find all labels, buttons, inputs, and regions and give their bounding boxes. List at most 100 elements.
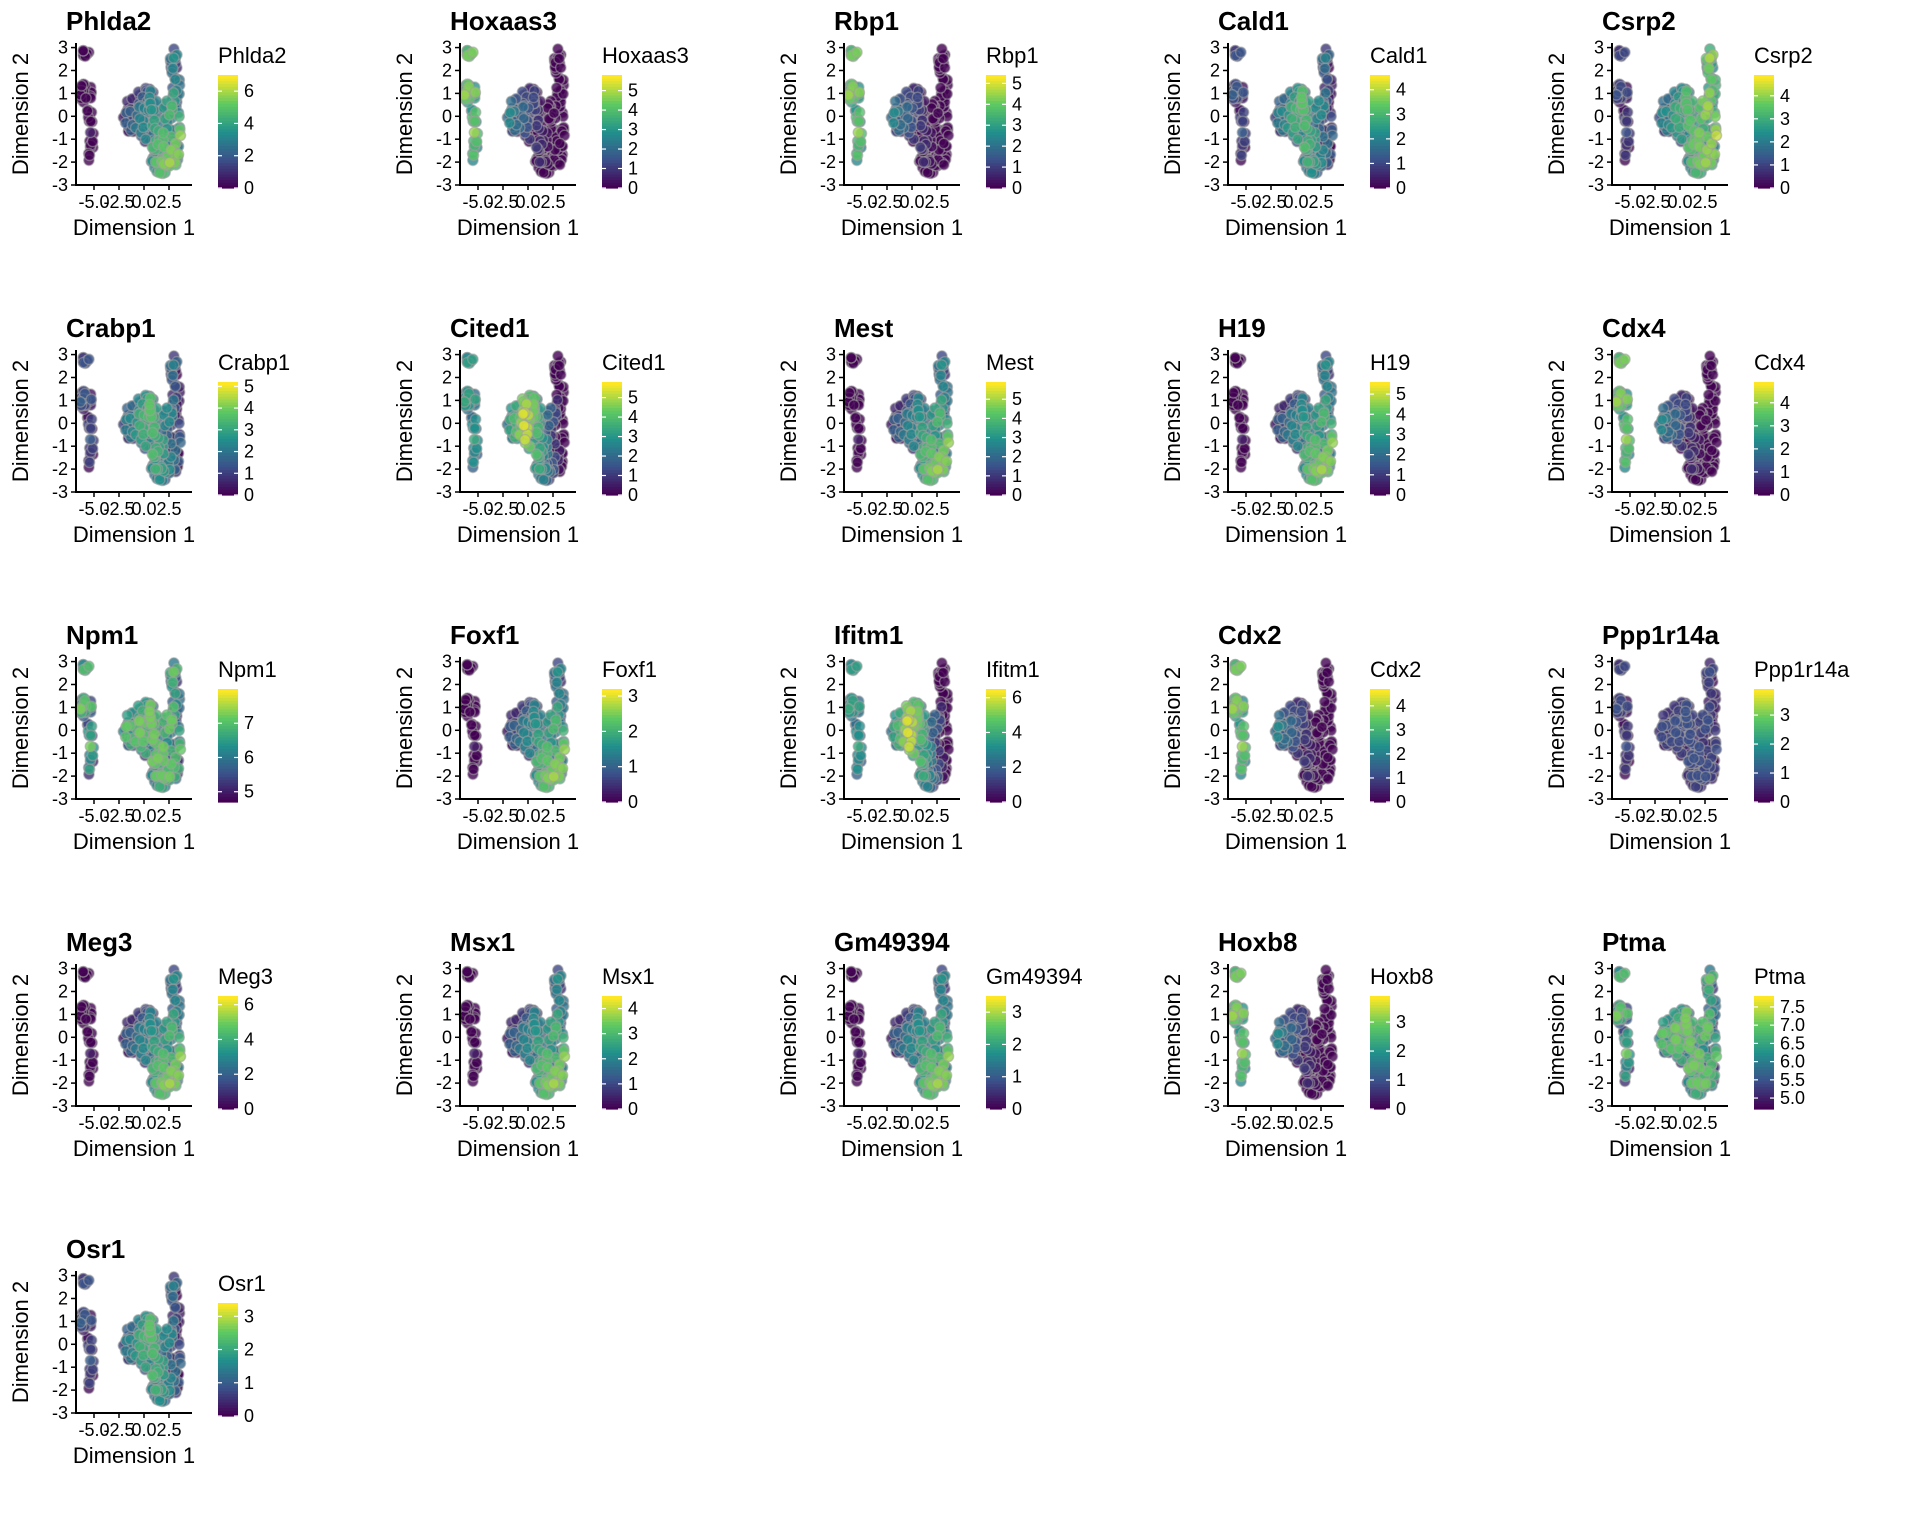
scatter-point bbox=[1685, 463, 1698, 475]
legend-tick-label: 3 bbox=[1012, 115, 1022, 135]
x-axis-title: Dimension 1 bbox=[73, 215, 195, 240]
legend-gradient-segment bbox=[218, 739, 238, 744]
legend-gradient-segment bbox=[218, 139, 238, 144]
scatter-point bbox=[84, 422, 97, 435]
x-tick-label: -5.0 bbox=[78, 806, 109, 826]
scatter-point bbox=[143, 398, 156, 411]
x-axis-title: Dimension 1 bbox=[457, 522, 579, 547]
scatter-point bbox=[935, 359, 948, 371]
legend-gradient-segment bbox=[986, 458, 1006, 462]
facet-panel: Cited1 -3 -2 -1 0 1 2 3 -5.0 -2.5 0.0 2.5 Dimension … bbox=[384, 307, 768, 614]
scatter-point bbox=[1705, 465, 1718, 478]
legend-gradient-segment bbox=[1370, 418, 1390, 423]
legend-gradient-segment bbox=[218, 472, 238, 476]
legend-gradient-segment bbox=[218, 151, 238, 155]
legend-gradient-segment bbox=[986, 444, 1006, 448]
x-tick-label: -5.0 bbox=[1230, 192, 1261, 212]
legend-gradient-segment bbox=[218, 94, 238, 99]
scatter-point bbox=[851, 149, 864, 162]
y-tick-label: 0 bbox=[1594, 106, 1604, 126]
legend-gradient-segment bbox=[986, 159, 1006, 164]
scatter-point bbox=[553, 52, 566, 65]
legend-gradient-segment bbox=[1370, 139, 1390, 144]
legend-gradient-segment bbox=[986, 123, 1006, 127]
scatter-point bbox=[84, 115, 97, 128]
x-tick-label: 0.0 bbox=[515, 192, 540, 212]
x-tick-label: 2.5 bbox=[156, 806, 181, 826]
legend-gradient-segment bbox=[218, 165, 238, 169]
legend-gradient-segment bbox=[602, 80, 622, 85]
legend-gradient-segment bbox=[602, 492, 622, 496]
scatter-point bbox=[163, 156, 176, 169]
legend-gradient-segment bbox=[1754, 461, 1774, 465]
legend-gradient-segment bbox=[602, 396, 622, 400]
scatter-point bbox=[1705, 73, 1718, 86]
y-tick-label: 1 bbox=[58, 390, 68, 410]
legend-gradient-segment bbox=[986, 114, 1006, 118]
legend-gradient-segment bbox=[986, 446, 1006, 451]
legend-title: Cited1 bbox=[602, 350, 666, 375]
scatter-point bbox=[84, 433, 97, 446]
scatter-point bbox=[1700, 414, 1712, 427]
legend-tick-label: 1 bbox=[1396, 465, 1406, 485]
legend-gradient-segment bbox=[1370, 185, 1390, 189]
legend-gradient-segment bbox=[218, 700, 238, 704]
scatter-point bbox=[157, 126, 170, 139]
legend-gradient-segment bbox=[986, 173, 1006, 178]
legend-gradient-segment bbox=[1754, 86, 1774, 90]
legend-gradient-segment bbox=[218, 475, 238, 479]
scatter-point bbox=[1621, 86, 1634, 99]
legend-gradient-segment bbox=[1370, 117, 1390, 121]
legend-gradient-segment bbox=[602, 435, 622, 440]
legend-gradient-segment bbox=[218, 463, 238, 468]
y-tick-label: -2 bbox=[1204, 459, 1220, 479]
legend-gradient-segment bbox=[218, 799, 238, 803]
scatter-point bbox=[931, 463, 944, 476]
legend-tick-label: 4 bbox=[244, 113, 254, 133]
scatter-point bbox=[1295, 91, 1308, 104]
legend-gradient-segment bbox=[602, 455, 622, 459]
legend-gradient-segment bbox=[1754, 387, 1774, 392]
scatter-point bbox=[843, 386, 856, 399]
legend-gradient-segment bbox=[218, 398, 238, 403]
legend-gradient-segment bbox=[218, 80, 238, 85]
legend-gradient-segment bbox=[1370, 165, 1390, 169]
legend-gradient-segment bbox=[218, 759, 238, 764]
x-axis-title: Dimension 1 bbox=[73, 829, 195, 854]
legend-gradient-segment bbox=[218, 103, 238, 107]
legend-gradient-segment bbox=[1370, 478, 1390, 482]
legend-gradient-segment bbox=[986, 413, 1006, 417]
legend-gradient-segment bbox=[1754, 475, 1774, 479]
legend-gradient-segment bbox=[218, 404, 238, 409]
y-tick-label: -3 bbox=[820, 482, 836, 502]
y-tick-label: 3 bbox=[826, 345, 836, 365]
legend-gradient-segment bbox=[602, 441, 622, 445]
y-tick-label: 0 bbox=[442, 106, 452, 126]
scatter-point bbox=[1319, 52, 1332, 64]
legend-gradient-segment bbox=[1370, 469, 1390, 473]
legend-gradient-segment bbox=[1754, 97, 1774, 102]
legend-gradient-segment bbox=[1754, 446, 1774, 451]
legend-gradient-segment bbox=[986, 142, 1006, 147]
legend-gradient-segment bbox=[218, 410, 238, 414]
legend-gradient-segment bbox=[986, 145, 1006, 150]
legend-gradient-segment bbox=[1370, 390, 1390, 394]
legend-gradient-segment bbox=[218, 762, 238, 766]
legend-tick-label: 2 bbox=[1780, 439, 1790, 459]
legend-gradient-segment bbox=[986, 486, 1006, 490]
y-tick-label: 1 bbox=[1594, 83, 1604, 103]
scatter-point bbox=[849, 412, 862, 424]
legend-gradient-segment bbox=[986, 449, 1006, 454]
legend-gradient-segment bbox=[986, 393, 1006, 397]
legend-tick-label: 4 bbox=[244, 398, 254, 418]
legend-gradient-segment bbox=[218, 478, 238, 482]
x-tick-label: 0.0 bbox=[1283, 192, 1308, 212]
panel-title: Mest bbox=[834, 313, 894, 343]
legend-gradient-segment bbox=[218, 83, 238, 87]
legend-gradient-segment bbox=[1754, 100, 1774, 104]
legend-gradient-segment bbox=[1754, 91, 1774, 96]
scatter-point bbox=[1621, 393, 1634, 406]
